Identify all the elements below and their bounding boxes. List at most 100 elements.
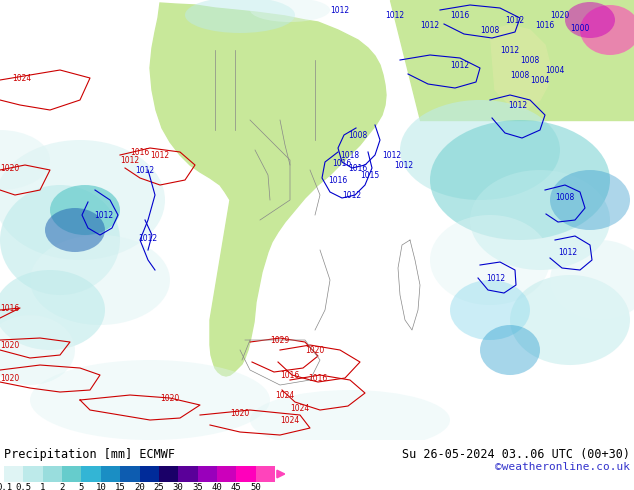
Bar [178,466,198,482]
Bar [217,466,236,482]
Ellipse shape [30,360,270,440]
Text: 1016: 1016 [535,21,555,29]
Ellipse shape [550,170,630,230]
Ellipse shape [480,325,540,375]
Text: 1016: 1016 [131,147,150,156]
Text: 1012: 1012 [500,46,519,54]
Text: 5: 5 [79,483,84,490]
Text: 1012: 1012 [385,10,404,20]
Text: 1012: 1012 [508,100,527,109]
Text: 1008: 1008 [521,55,540,65]
Ellipse shape [430,120,610,240]
Text: 1024: 1024 [280,416,300,424]
Text: 1020: 1020 [230,409,250,417]
Text: 10: 10 [95,483,106,490]
Text: 1008: 1008 [348,130,368,140]
Text: 1012: 1012 [486,273,505,283]
Text: 1029: 1029 [270,336,290,344]
Text: 1008: 1008 [510,71,529,79]
Text: 1012: 1012 [342,191,361,199]
Text: 1016: 1016 [280,370,300,380]
Text: 1020: 1020 [160,393,179,402]
Text: 20: 20 [134,483,145,490]
Polygon shape [390,0,634,120]
Text: 2: 2 [60,483,65,490]
Text: 1: 1 [40,483,46,490]
Text: 1012: 1012 [138,234,158,243]
Text: 50: 50 [250,483,261,490]
Ellipse shape [30,235,170,325]
Text: 1016: 1016 [328,175,347,185]
Text: 1016: 1016 [308,373,328,383]
Bar [81,466,101,482]
Text: 1016: 1016 [450,10,470,20]
Ellipse shape [185,0,295,33]
Text: 1012: 1012 [94,211,113,220]
Text: 1020: 1020 [306,345,325,355]
Ellipse shape [0,270,105,350]
Ellipse shape [470,170,610,270]
Bar [62,466,81,482]
Bar [23,466,42,482]
Ellipse shape [0,140,165,260]
Ellipse shape [0,315,75,385]
Text: 25: 25 [153,483,164,490]
Text: Su 26-05-2024 03..06 UTC (00+30): Su 26-05-2024 03..06 UTC (00+30) [402,448,630,461]
Ellipse shape [580,5,634,55]
Text: 30: 30 [173,483,184,490]
Text: 45: 45 [231,483,242,490]
Text: 1016: 1016 [348,164,368,172]
Text: 15: 15 [115,483,126,490]
Text: 1012: 1012 [136,166,155,174]
Ellipse shape [45,208,105,252]
Text: 1004: 1004 [545,66,565,74]
Text: 1020: 1020 [550,10,569,20]
Text: 1008: 1008 [555,193,574,201]
Text: 0.5: 0.5 [15,483,32,490]
Text: 1020: 1020 [1,373,20,383]
Text: 1012: 1012 [330,5,349,15]
Text: 1024: 1024 [275,391,295,399]
Bar [4,466,23,482]
Text: 1020: 1020 [1,341,20,349]
Text: 1018: 1018 [340,150,359,160]
Ellipse shape [250,390,450,450]
Text: 1012: 1012 [150,150,169,160]
Bar [236,466,256,482]
Text: 1012: 1012 [559,247,578,256]
Ellipse shape [0,185,120,295]
Bar [159,466,178,482]
Polygon shape [490,25,550,110]
Ellipse shape [250,0,330,22]
Text: 1016: 1016 [1,303,20,313]
Text: 1020: 1020 [1,164,20,172]
Text: 0.1: 0.1 [0,483,12,490]
Ellipse shape [430,215,550,305]
Text: ©weatheronline.co.uk: ©weatheronline.co.uk [495,462,630,472]
Ellipse shape [510,275,630,365]
Ellipse shape [565,2,615,38]
Bar [42,466,62,482]
Bar [198,466,217,482]
Text: 35: 35 [192,483,203,490]
Text: Precipitation [mm] ECMWF: Precipitation [mm] ECMWF [4,448,175,461]
Ellipse shape [0,130,50,190]
Text: 1012: 1012 [450,60,470,70]
Text: 1012: 1012 [505,16,524,24]
Ellipse shape [400,100,560,200]
Ellipse shape [450,280,530,340]
Text: 1016: 1016 [332,158,352,168]
Text: 1012: 1012 [382,150,401,160]
Bar [256,466,275,482]
Bar [120,466,139,482]
Text: 40: 40 [212,483,223,490]
Ellipse shape [50,185,120,235]
Ellipse shape [550,240,634,320]
Text: 1012: 1012 [120,155,139,165]
Text: 1000: 1000 [571,24,590,32]
Text: 1008: 1008 [481,25,500,34]
Text: 1012: 1012 [420,21,439,29]
Text: 1024: 1024 [13,74,32,82]
Polygon shape [150,3,386,376]
Text: 1024: 1024 [290,404,309,413]
